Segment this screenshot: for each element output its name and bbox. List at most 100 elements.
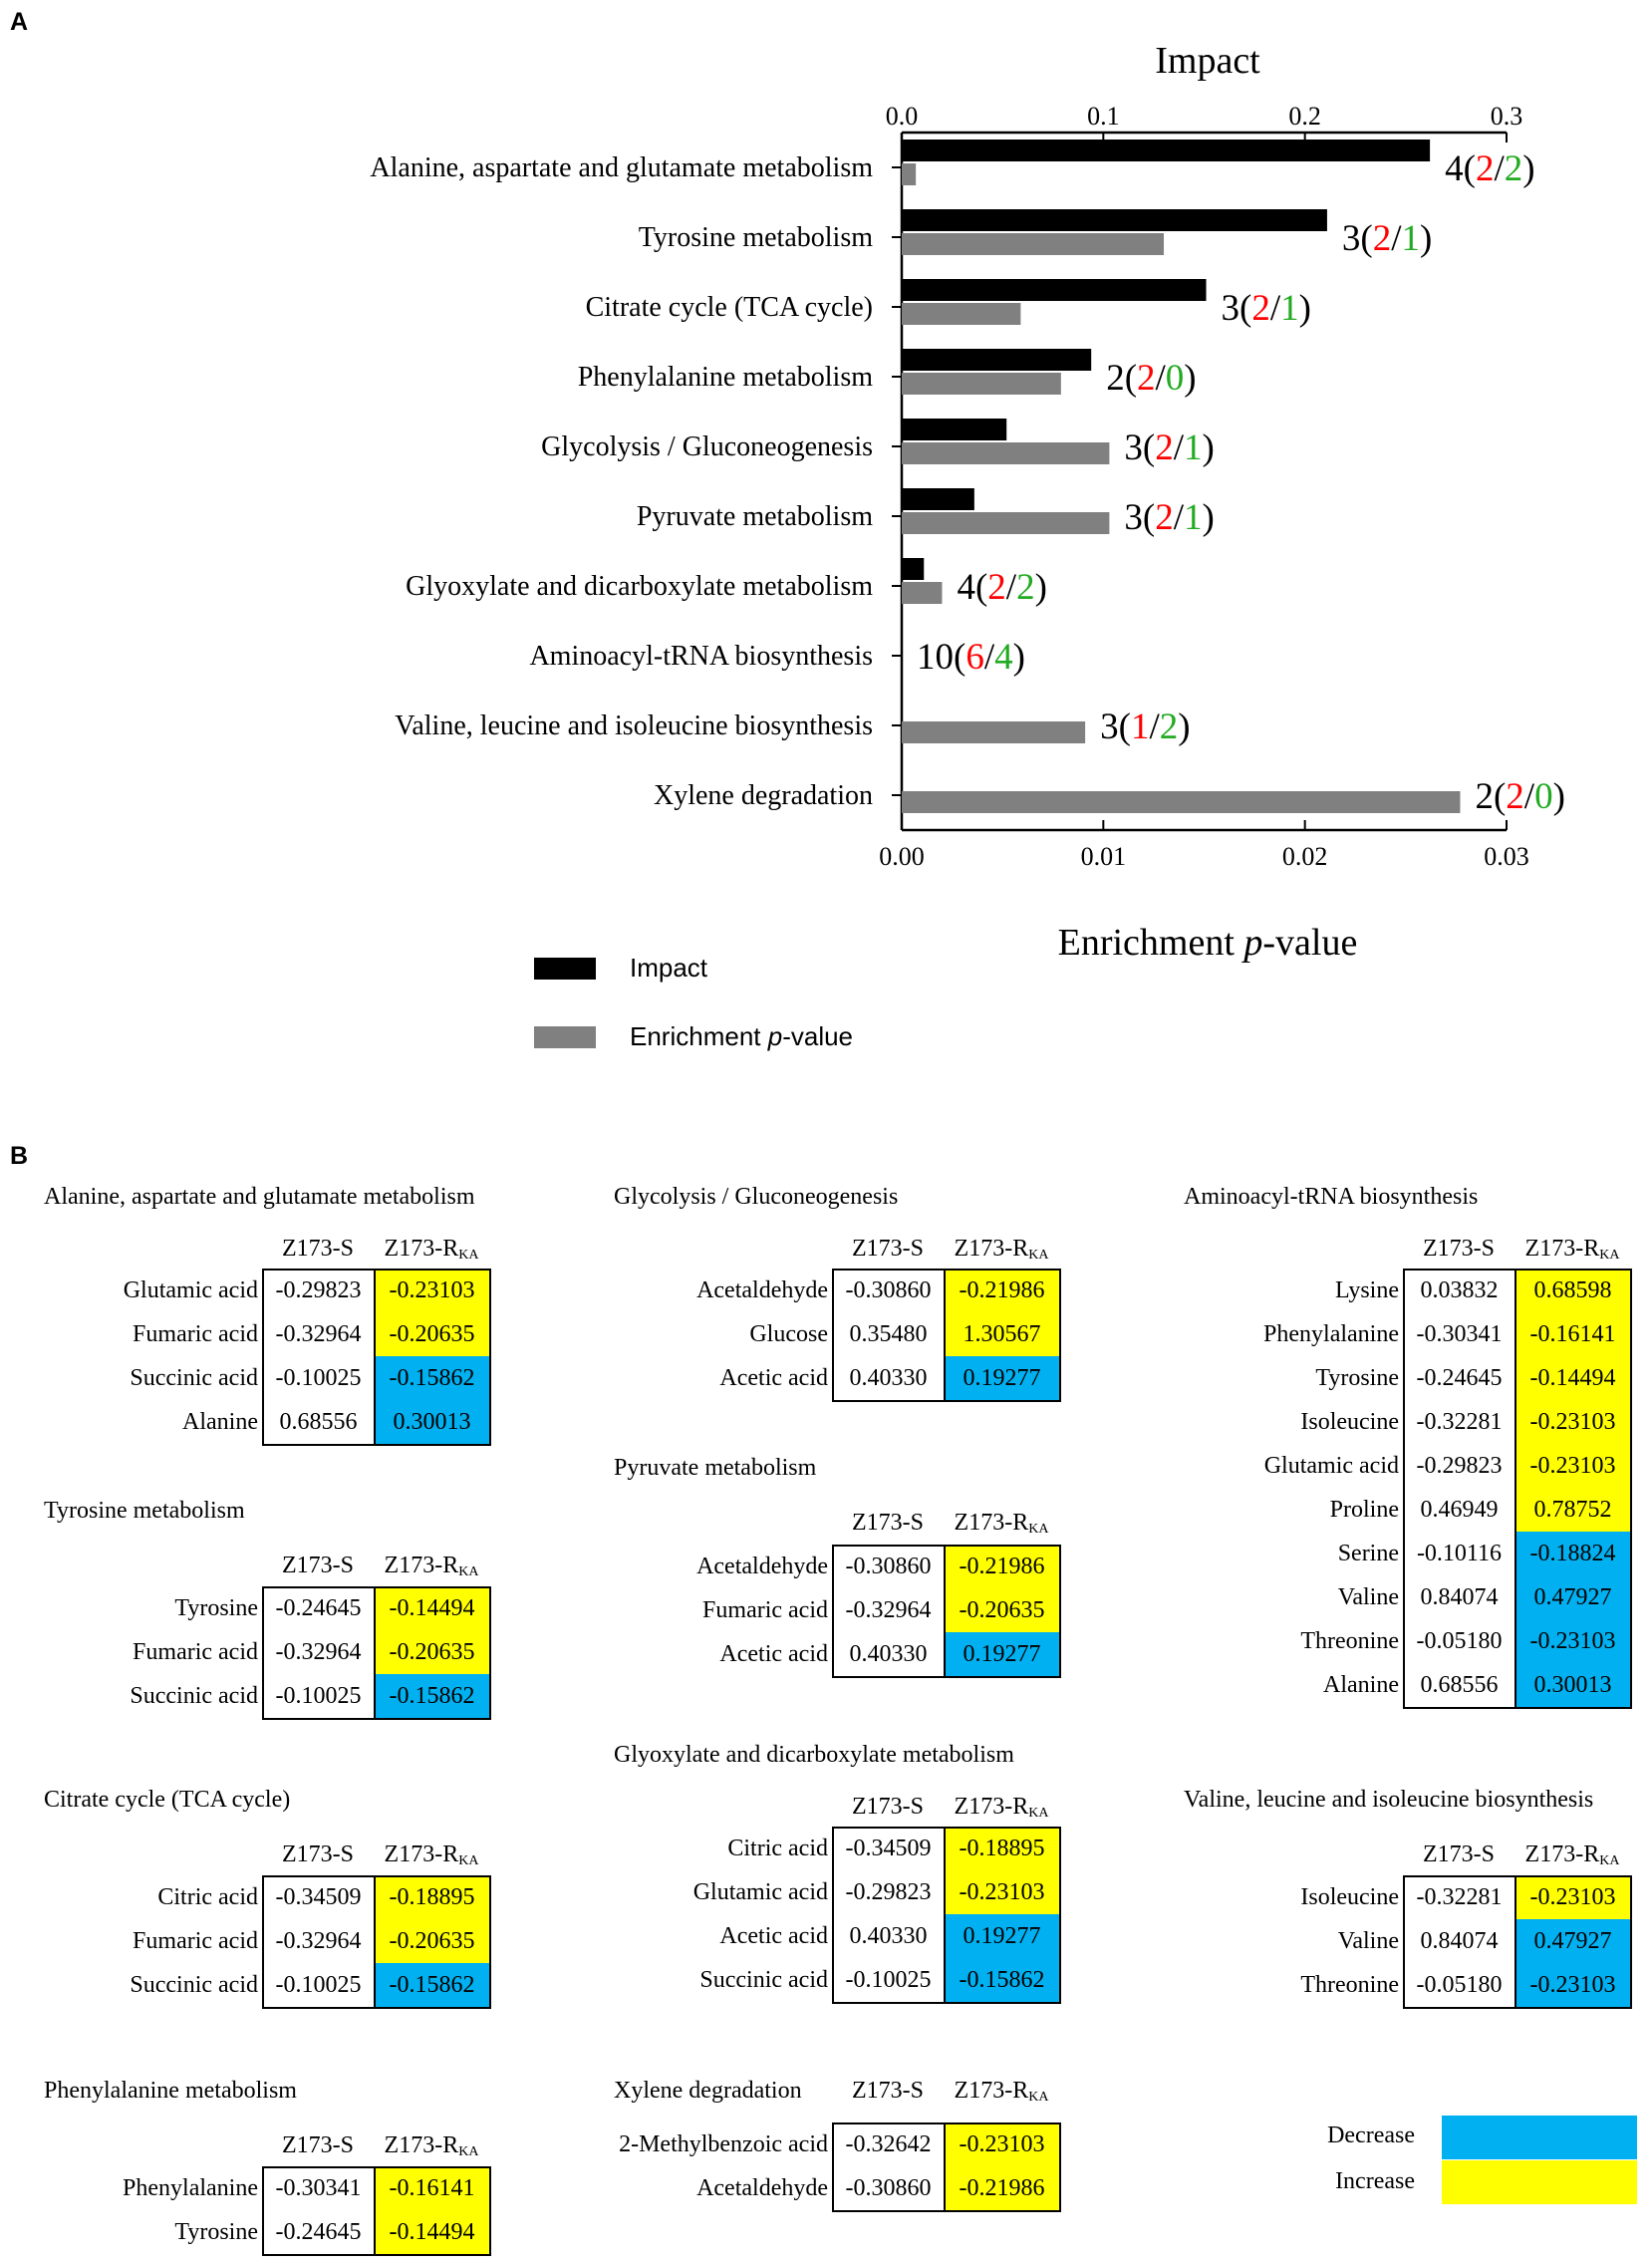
table-title: Glyoxylate and dicarboxylate metabolism (614, 1742, 1014, 1768)
column-header-rka-base: Z173-R (384, 2132, 459, 2158)
impact-bar (902, 209, 1327, 231)
column-divider (374, 1269, 376, 1446)
value-z173-s: -0.10025 (275, 1365, 362, 1391)
bar-annotation: 3(2/1) (1124, 497, 1214, 538)
value-z173-s: 0.68556 (279, 1409, 358, 1435)
value-z173-s: -0.30860 (845, 1277, 932, 1303)
column-header-rka-subscript: KA (1599, 1853, 1620, 1868)
column-header-rka-base: Z173-R (1524, 1236, 1600, 1262)
metabolite-name: Glucose (749, 1321, 828, 1347)
bottom-axis-tick-label: 0.00 (879, 842, 925, 871)
category-label: Citrate cycle (TCA cycle) (586, 292, 873, 323)
color-key-decrease-label: Decrease (1327, 2122, 1415, 2148)
value-z173-rka: -0.23103 (1515, 1963, 1630, 2007)
value-z173-s: -0.32964 (845, 1597, 932, 1623)
bar-annotation: 3(2/1) (1342, 218, 1432, 259)
value-z173-rka: -0.23103 (1515, 1875, 1630, 1919)
value-z173-s: -0.32964 (275, 1321, 362, 1347)
bar-annotation: 3(2/1) (1124, 427, 1214, 468)
column-header-rka-subscript: KA (458, 1564, 479, 1579)
column-header-rka: Z173-RKA (385, 1841, 479, 1869)
value-z173-rka: -0.18895 (375, 1875, 489, 1919)
top-axis-tick-label: 0.1 (1087, 102, 1120, 131)
value-z173-rka: 0.30013 (1515, 1663, 1630, 1707)
bottom-axis-tick-label: 0.02 (1282, 842, 1328, 871)
column-divider (374, 2166, 376, 2256)
metabolite-name: Citric acid (157, 1884, 258, 1910)
bar-annotation: 3(2/1) (1222, 288, 1311, 329)
value-z173-rka: -0.23103 (945, 2122, 1059, 2166)
column-header-s: Z173-S (1423, 1236, 1495, 1262)
metabolite-name: Phenylalanine (1263, 1321, 1399, 1347)
category-label: Glycolysis / Gluconeogenesis (541, 431, 873, 462)
enrichment-bar (902, 233, 1165, 255)
column-header-rka: Z173-RKA (955, 1794, 1049, 1822)
value-z173-rka: -0.14494 (375, 1586, 489, 1630)
color-key-decrease-swatch (1442, 2116, 1637, 2159)
value-z173-rka: -0.15862 (945, 1958, 1059, 2002)
metabolite-name: Fumaric acid (702, 1597, 828, 1623)
column-header-rka: Z173-RKA (955, 2078, 1049, 2106)
table-title: Citrate cycle (TCA cycle) (44, 1787, 291, 1813)
value-z173-rka: -0.18895 (945, 1827, 1059, 1870)
table-border (262, 2166, 491, 2256)
value-z173-rka: -0.23103 (1515, 1400, 1630, 1444)
value-z173-rka: 0.19277 (945, 1356, 1059, 1400)
bar-annotation: 2(2/0) (1106, 358, 1196, 399)
value-z173-rka: -0.18824 (1515, 1532, 1630, 1575)
impact-bar (902, 419, 1007, 440)
table-border (262, 1875, 491, 2009)
value-z173-s: -0.05180 (1416, 1628, 1503, 1654)
column-header-rka-subscript: KA (458, 2144, 479, 2159)
column-header-rka-subscript: KA (1028, 1522, 1049, 1537)
column-divider (944, 1269, 946, 1402)
column-header-rka: Z173-RKA (385, 1553, 479, 1580)
table-title: Xylene degradation (614, 2078, 802, 2104)
metabolite-name: Fumaric acid (133, 1639, 258, 1665)
value-z173-rka: -0.14494 (1515, 1356, 1630, 1400)
column-header-rka: Z173-RKA (385, 1236, 479, 1264)
value-z173-rka: -0.21986 (945, 1269, 1059, 1312)
value-z173-s: -0.29823 (275, 1277, 362, 1303)
table-title: Pyruvate metabolism (614, 1455, 817, 1481)
metabolite-name: Threonine (1300, 1972, 1399, 1998)
table-border (832, 1827, 1061, 2004)
value-z173-rka: -0.23103 (1515, 1619, 1630, 1663)
bar-annotation: 4(2/2) (1445, 148, 1534, 189)
value-z173-rka: 0.68598 (1515, 1269, 1630, 1312)
metabolite-name: Acetic acid (719, 1365, 828, 1391)
bottom-axis-tick-label: 0.01 (1081, 842, 1127, 871)
column-header-rka-subscript: KA (1028, 1248, 1049, 1263)
value-z173-rka: -0.20635 (375, 1919, 489, 1963)
metabolite-name: Lysine (1335, 1277, 1399, 1303)
value-z173-rka: -0.16141 (1515, 1312, 1630, 1356)
column-divider (944, 1545, 946, 1678)
metabolite-name: Glutamic acid (1263, 1453, 1399, 1479)
top-axis-tick-label: 0.0 (886, 102, 919, 131)
column-divider (944, 1827, 946, 2004)
value-z173-s: -0.29823 (845, 1879, 932, 1905)
column-header-s: Z173-S (852, 1510, 924, 1536)
metabolite-name: Valine (1337, 1928, 1399, 1954)
table-border (832, 1545, 1061, 1678)
metabolite-name: Isoleucine (1300, 1884, 1399, 1910)
table-title: Valine, leucine and isoleucine biosynthe… (1184, 1787, 1594, 1813)
metabolite-name: Alanine (1323, 1672, 1399, 1698)
metabolite-name: Glutamic acid (692, 1879, 828, 1905)
category-label: Valine, leucine and isoleucine biosynthe… (395, 710, 873, 741)
metabolite-name: Acetic acid (719, 1641, 828, 1667)
metabolite-name: Succinic acid (130, 1972, 258, 1998)
column-header-rka: Z173-RKA (1525, 1841, 1620, 1869)
value-z173-s: 0.46949 (1420, 1497, 1499, 1523)
enrichment-bar (902, 512, 1110, 534)
metabolite-name: Tyrosine (174, 2219, 258, 2245)
category-label: Pyruvate metabolism (637, 501, 873, 532)
legend-impact-swatch (534, 957, 596, 980)
value-z173-rka: -0.23103 (375, 1269, 489, 1312)
value-z173-s: 0.35480 (849, 1321, 928, 1347)
legend-impact: Impact (534, 953, 707, 984)
column-header-rka-base: Z173-R (1524, 1841, 1600, 1867)
value-z173-s: 0.68556 (1420, 1672, 1499, 1698)
value-z173-rka: -0.14494 (375, 2210, 489, 2254)
table-border (1403, 1875, 1632, 2009)
